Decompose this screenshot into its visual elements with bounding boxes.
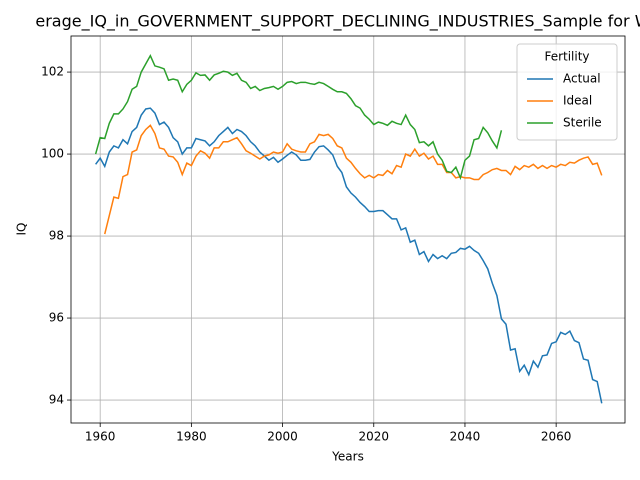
y-axis-label: IQ bbox=[15, 223, 29, 236]
legend-title: Fertility bbox=[544, 50, 589, 64]
x-tick-label: 1980 bbox=[176, 430, 207, 444]
series-line bbox=[94, 54, 503, 181]
x-tick-label: 2040 bbox=[450, 430, 481, 444]
legend-label: Ideal bbox=[563, 94, 592, 108]
x-tick-label: 1960 bbox=[85, 430, 116, 444]
x-tick-label: 2000 bbox=[267, 430, 298, 444]
x-tick-label: 2020 bbox=[358, 430, 389, 444]
legend-box bbox=[516, 43, 618, 141]
series-line bbox=[104, 124, 603, 235]
y-tick-label: 100 bbox=[41, 147, 64, 161]
chart-title: erage_IQ_in_GOVERNMENT_SUPPORT_DECLINING… bbox=[35, 12, 640, 32]
legend-label: Sterile bbox=[563, 116, 602, 130]
x-axis-label: Years bbox=[331, 450, 364, 464]
legend-label: Actual bbox=[563, 72, 601, 86]
y-tick-label: 96 bbox=[49, 311, 64, 325]
y-tick-label: 102 bbox=[41, 65, 64, 79]
series-line bbox=[95, 107, 603, 404]
legend: Fertility Actual Ideal Sterile bbox=[516, 43, 618, 141]
plot-frame bbox=[70, 35, 626, 424]
y-tick-label: 98 bbox=[49, 229, 64, 243]
y-tick-label: 94 bbox=[49, 393, 64, 407]
x-tick-label: 2060 bbox=[541, 430, 572, 444]
